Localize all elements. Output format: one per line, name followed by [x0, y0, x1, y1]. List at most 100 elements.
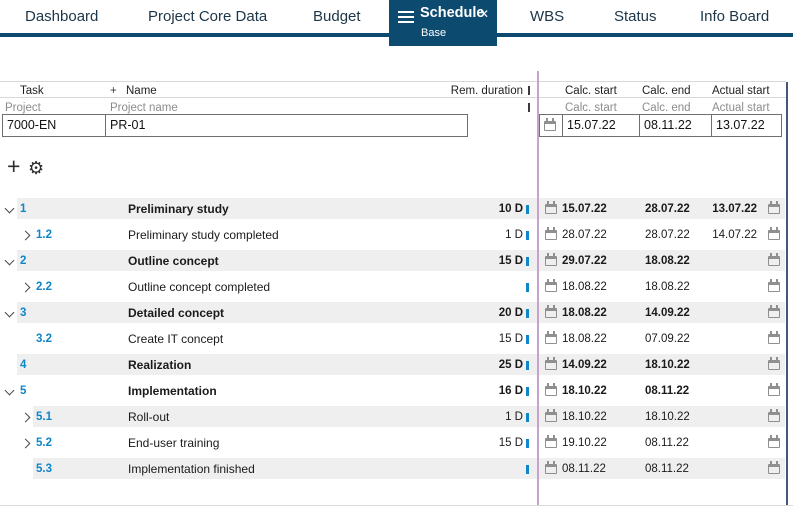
add-task-button[interactable]: +	[7, 153, 21, 179]
row-stripe	[33, 406, 785, 427]
task-calc-start: 14.09.22	[562, 359, 607, 371]
active-tab-label: Schedule	[420, 5, 485, 21]
task-calc-start: 29.07.22	[562, 255, 607, 267]
task-name: Realization	[128, 358, 192, 372]
collapse-chevron-icon[interactable]	[4, 307, 15, 318]
close-icon[interactable]: ✕	[478, 7, 489, 21]
column-header-rem-duration[interactable]: Rem. duration	[450, 85, 523, 97]
column-header-calc-start[interactable]: Calc. start	[565, 85, 617, 97]
row-stripe	[17, 354, 785, 375]
project-calc-start-input[interactable]: 15.07.22	[562, 114, 640, 137]
calendar-icon[interactable]	[545, 409, 557, 422]
task-number: 5.1	[36, 411, 52, 423]
expand-chevron-icon[interactable]	[20, 282, 31, 293]
task-calc-end: 07.09.22	[645, 333, 690, 345]
calendar-icon[interactable]	[545, 331, 557, 344]
column-header-calc-end[interactable]: Calc. end	[642, 85, 691, 97]
add-column-icon[interactable]: +	[110, 85, 117, 97]
calendar-icon[interactable]	[768, 383, 780, 396]
subheader-project-name: Project name	[110, 102, 178, 114]
tab-info-board[interactable]: Info Board	[700, 8, 770, 25]
calendar-icon[interactable]	[768, 201, 780, 214]
task-row[interactable]: 5 Implementation 16 D 18.10.22 08.11.22	[0, 378, 793, 404]
calendar-icon[interactable]	[768, 461, 780, 474]
task-number: 3.2	[36, 333, 52, 345]
task-row[interactable]: 5.3 Implementation finished 08.11.22 08.11.…	[0, 456, 793, 482]
task-row[interactable]: 5.1 Roll-out 1 D 18.10.22 18.10.22	[0, 404, 793, 430]
calendar-icon[interactable]	[545, 461, 557, 474]
collapse-chevron-icon[interactable]	[4, 255, 15, 266]
tab-status[interactable]: Status	[614, 8, 657, 25]
calendar-icon[interactable]	[768, 227, 780, 240]
calendar-icon[interactable]	[768, 279, 780, 292]
hamburger-icon[interactable]	[398, 11, 414, 23]
calendar-icon[interactable]	[545, 305, 557, 318]
project-name-input[interactable]: PR-01	[105, 114, 468, 137]
collapse-chevron-icon[interactable]	[4, 385, 15, 396]
calendar-icon[interactable]	[768, 409, 780, 422]
tab-budget[interactable]: Budget	[313, 8, 361, 25]
settings-gear-button[interactable]: ⚙	[28, 158, 45, 179]
tab-project-core-data[interactable]: Project Core Data	[148, 8, 268, 25]
task-row[interactable]: 2 Outline concept 15 D 29.07.22 18.08.22	[0, 248, 793, 274]
calendar-icon[interactable]	[545, 435, 557, 448]
expand-chevron-icon[interactable]	[20, 438, 31, 449]
task-calc-end: 08.11.22	[645, 385, 690, 397]
task-name: Outline concept completed	[128, 280, 271, 294]
calendar-icon[interactable]	[545, 279, 557, 292]
clipped-column-fragment	[526, 283, 529, 292]
clipped-column-fragment	[526, 231, 529, 240]
task-row[interactable]: 4 Realization 25 D 14.09.22 18.10.22	[0, 352, 793, 378]
collapse-chevron-icon[interactable]	[4, 203, 15, 214]
calendar-icon[interactable]	[768, 253, 780, 266]
calc-start-datepicker[interactable]	[539, 114, 563, 137]
subheader-project: Project	[5, 102, 41, 114]
right-pane-divider[interactable]	[786, 82, 788, 505]
task-number: 5.3	[36, 463, 52, 475]
task-calc-end: 18.08.22	[645, 255, 690, 267]
project-calc-end-input[interactable]: 08.11.22	[639, 114, 712, 137]
task-row[interactable]: 1.2 Preliminary study completed 1 D 28.07.2…	[0, 222, 793, 248]
calendar-icon[interactable]	[545, 253, 557, 266]
clipped-column-fragment	[526, 309, 529, 318]
task-row[interactable]: 2.2 Outline concept completed 18.08.22 18.0…	[0, 274, 793, 300]
task-calc-start: 19.10.22	[562, 437, 607, 449]
tab-wbs[interactable]: WBS	[530, 8, 565, 25]
task-calc-start: 28.07.22	[562, 229, 607, 241]
project-id-input[interactable]: 7000-EN	[2, 114, 106, 137]
task-rem-duration: 15 D	[498, 255, 523, 267]
expand-chevron-icon[interactable]	[20, 230, 31, 241]
active-tab-sublabel: Base	[421, 27, 447, 39]
calendar-icon[interactable]	[768, 435, 780, 448]
task-row[interactable]: 5.2 End-user training 15 D 19.10.22 08.11.22	[0, 430, 793, 456]
pane-splitter[interactable]	[537, 71, 539, 505]
clipped-column-fragment	[526, 257, 529, 266]
task-row[interactable]: 3 Detailed concept 20 D 18.08.22 14.09.22	[0, 300, 793, 326]
task-number: 1	[20, 203, 27, 215]
task-name: Outline concept	[128, 254, 219, 268]
task-rem-duration: 20 D	[498, 307, 523, 319]
subheader-actual-start: Actual start	[712, 102, 770, 114]
task-rem-duration: 25 D	[498, 359, 523, 371]
calendar-icon[interactable]	[768, 305, 780, 318]
column-header-actual-start[interactable]: Actual start	[712, 85, 770, 97]
calendar-icon[interactable]	[545, 227, 557, 240]
tab-schedule-active[interactable]: Schedule ✕ Base	[389, 0, 497, 46]
expand-chevron-icon[interactable]	[20, 412, 31, 423]
row-stripe	[17, 302, 785, 323]
clipped-column-fragment	[528, 86, 530, 95]
calendar-icon[interactable]	[768, 331, 780, 344]
calendar-icon[interactable]	[545, 383, 557, 396]
task-row[interactable]: 1 Preliminary study 10 D 15.07.22 28.07.22 13…	[0, 196, 793, 222]
calendar-icon[interactable]	[545, 201, 557, 214]
task-row[interactable]: 3.2 Create IT concept 15 D 18.08.22 07.09.22	[0, 326, 793, 352]
calendar-icon[interactable]	[545, 357, 557, 370]
column-header-task[interactable]: Task	[20, 85, 44, 97]
project-actual-start-input[interactable]: 13.07.22	[711, 114, 782, 137]
calendar-icon[interactable]	[768, 357, 780, 370]
tab-dashboard[interactable]: Dashboard	[25, 8, 99, 25]
task-number: 2	[20, 255, 27, 267]
column-header-name[interactable]: Name	[126, 85, 157, 97]
calendar-icon[interactable]	[544, 118, 556, 131]
